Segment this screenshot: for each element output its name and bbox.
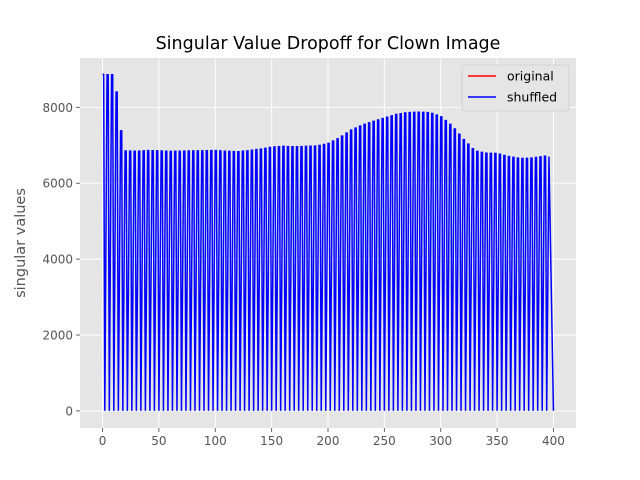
x-tick-label: 400	[542, 434, 565, 448]
x-tick-label: 300	[429, 434, 452, 448]
x-tick-label: 50	[151, 434, 166, 448]
y-tick-label: 6000	[42, 177, 73, 191]
legend-label-shuffled: shuffled	[507, 90, 557, 105]
y-tick-label: 2000	[42, 329, 73, 343]
y-tick-label: 8000	[42, 101, 73, 115]
legend: original shuffled	[461, 64, 570, 112]
x-tick-label: 200	[317, 434, 340, 448]
chart-title: Singular Value Dropoff for Clown Image	[156, 34, 501, 54]
x-tick-label: 350	[486, 434, 509, 448]
x-tick-label: 100	[204, 434, 227, 448]
legend-label-original: original	[507, 69, 554, 84]
y-axis-label: singular values	[13, 188, 29, 298]
series-line-shuffled	[102, 73, 555, 411]
y-tick-label: 0	[65, 404, 73, 418]
x-tick-label: 150	[260, 434, 283, 448]
x-tick-label: 250	[373, 434, 396, 448]
x-tick-label: 0	[99, 434, 107, 448]
y-tick-label: 4000	[42, 253, 73, 267]
series-group	[102, 73, 555, 411]
tick-labels: 0 50 100 150 200 250 300 350 4000200040006000800…	[42, 101, 564, 448]
